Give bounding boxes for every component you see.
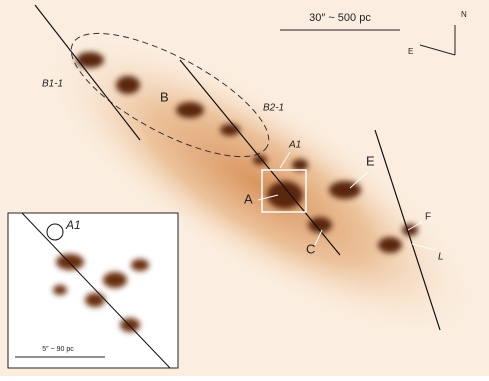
label: A1 <box>288 140 301 151</box>
compass-east: E <box>408 47 413 56</box>
image: 30″ ~ 500 pc N E B1-1 B B2-1 A1 E A C F … <box>0 0 489 376</box>
scale-label: 30″ ~ 500 pc <box>309 12 371 24</box>
page: 30″ ~ 500 pc N E B1-1 B B2-1 A1 E A C F … <box>0 0 489 376</box>
inset-scale-label: 5″ ~ 90 pc <box>42 346 74 353</box>
label: B1-1 <box>42 79 63 90</box>
label: F <box>425 212 431 223</box>
label: B2-1 <box>263 103 284 114</box>
compass-north: N <box>461 10 467 19</box>
inset <box>8 213 178 368</box>
label: A <box>244 191 253 206</box>
label: E <box>366 153 375 168</box>
inset-label: A1 <box>65 218 81 232</box>
label: C <box>306 241 315 256</box>
label: B <box>160 89 169 104</box>
label: L <box>438 252 444 263</box>
